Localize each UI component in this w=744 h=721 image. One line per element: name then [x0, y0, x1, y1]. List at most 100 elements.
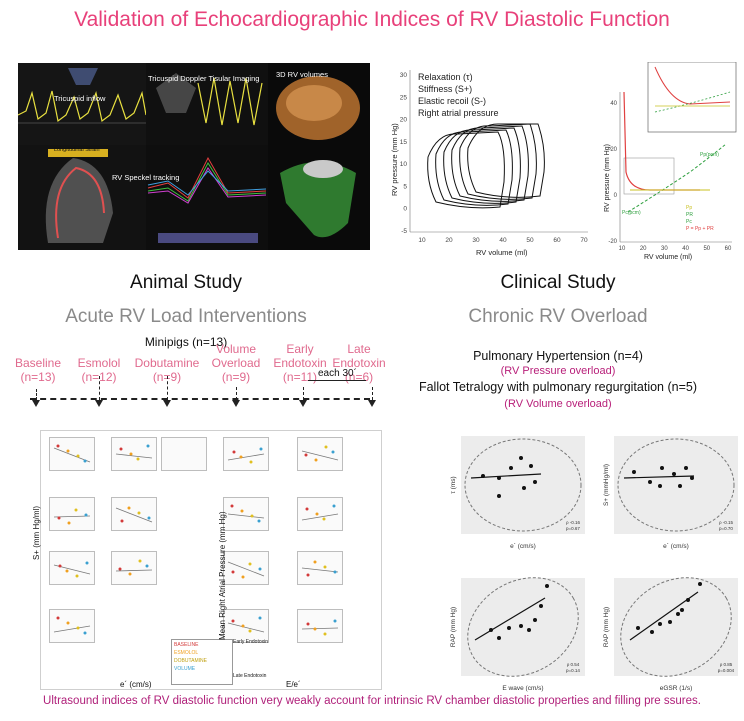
animal-right-xlabel: E/e´ [286, 680, 301, 689]
pv-model-xlabel: RV volume (ml) [644, 254, 692, 261]
animal-scatter-grid: BASELINE ESMOLOL DOBUTAMINE VOLUME Early… [40, 430, 382, 690]
animal-left-ylabel: S+ (mm Hg/ml) [32, 506, 41, 560]
data-point [529, 464, 533, 468]
data-point [519, 456, 523, 460]
regression-line [623, 475, 695, 479]
data-point [658, 622, 662, 626]
clinical-stat-p: p=0.67 [566, 526, 580, 531]
clinical-stat-p: p=0.14 [566, 668, 580, 673]
arrow-early-endotoxin [299, 387, 307, 407]
pv-yticks-label: 25 [400, 94, 408, 101]
echo-artwork [18, 63, 370, 250]
regression-line [474, 597, 546, 641]
data-point [676, 612, 680, 616]
data-point [658, 484, 662, 488]
pv-model-chart: 40 20 0 -20 10 20 30 40 50 60 RV pressure (mm Hg… [604, 62, 737, 261]
data-point [672, 472, 676, 476]
arrow-volume [232, 387, 240, 407]
pm-xticks-label: 40 [682, 246, 689, 252]
data-point [527, 628, 531, 632]
pv-xticks-label: 20 [445, 237, 453, 244]
data-point [539, 604, 543, 608]
data-point [678, 484, 682, 488]
pv-loop-xlabel: RV volume (ml) [476, 248, 528, 257]
clinical-heading: Clinical Study [500, 272, 616, 293]
data-point [545, 584, 549, 588]
data-point [686, 598, 690, 602]
clinical-stat-rho: ρ 0.85 [720, 662, 733, 667]
data-point [497, 476, 501, 480]
mini-scatter-plot [49, 551, 95, 585]
arrow-dobutamine [163, 376, 171, 407]
step-early-endotoxin: Early Endotoxin (n=11) [273, 342, 327, 384]
clinical-scatter-3: RAP (mm Hg) E wave (cm/s) ρ 0.54 p=0.14 [447, 574, 587, 701]
data-point [519, 624, 523, 628]
pv-yticks-label: 30 [400, 72, 408, 79]
pv-yticks-label: 10 [400, 161, 408, 168]
clinical-stat-rho: ρ -0.15 [719, 520, 734, 525]
step-volume-overload: Volume Overload (n=9) [211, 342, 261, 384]
clinical-ylabel: τ (ms) [450, 476, 457, 493]
clinical-ft: Fallot Tetralogy with pulmonary regurgit… [418, 380, 698, 394]
pv-yticks-label: 15 [400, 139, 408, 146]
pv-xticks-label: 60 [553, 237, 561, 244]
pm-xticks-label: 20 [640, 246, 647, 252]
clinical-scatter-1: τ (ms) e´ (cm/s) ρ -0.16 p=0.67 [447, 432, 587, 559]
mini-scatter-plot [49, 437, 95, 471]
data-point [497, 636, 501, 640]
mini-scatter-plot [297, 497, 343, 531]
arrow-baseline [32, 389, 40, 407]
step-dobutamine: Dobutamine (n=9) [134, 356, 200, 384]
pv-model-annot-pp: Pp(pcm) [700, 152, 719, 158]
pv-loop-ylabel: RV pressure (mm Hg) [390, 123, 399, 196]
echo-label-3d: 3D RV volumes [276, 70, 328, 79]
clinical-stat-rho: ρ 0.54 [567, 662, 580, 667]
data-point [660, 466, 664, 470]
clinical-ylabel: RAP (mm Hg) [450, 607, 457, 647]
mini-scatter-plot [223, 437, 269, 471]
animal-subheading: Acute RV Load Interventions [65, 306, 307, 327]
pm-xticks-label: 60 [725, 246, 732, 252]
legend-volume: VOLUME [174, 666, 196, 672]
mini-scatter-plot [161, 437, 207, 471]
animal-legend-2: Early Endotoxin Late Endotoxin [233, 639, 283, 679]
pv-model-legend-2: PR [686, 212, 693, 218]
clinical-ph: Pulmonary Hypertension (n=4) [473, 349, 643, 363]
pv-yticks-label: 5 [403, 183, 407, 190]
clinical-scatter-4: RAP (mm Hg) eGSR (1/s) ρ 0.85 p=0.004 [600, 574, 740, 701]
pm-xticks-label: 30 [661, 246, 668, 252]
pv-yticks-label: 0 [403, 206, 407, 213]
data-point [668, 620, 672, 624]
data-point [684, 466, 688, 470]
data-point [533, 480, 537, 484]
pm-yticks: 40 20 0 -20 [608, 101, 617, 245]
data-point [533, 618, 537, 622]
mini-scatter-plot [111, 497, 157, 531]
animal-left-xlabel: e´ (cm/s) [120, 680, 152, 689]
data-point [509, 466, 513, 470]
pv-xticks-label: 30 [472, 237, 480, 244]
arrow-late-endotoxin [368, 387, 376, 407]
data-point [632, 470, 636, 474]
echo-label-speckle: RV Speckel tracking [112, 173, 180, 182]
pv-xticks-label: 10 [418, 237, 426, 244]
pv-xticks-label: 70 [580, 237, 588, 244]
data-point [522, 486, 526, 490]
animal-species: Minipigs (n=13) [144, 335, 228, 349]
pv-model-ylabel: RV pressure (mm Hg) [604, 144, 611, 212]
step-baseline: Baseline (n=13) [14, 356, 62, 384]
mini-scatter-plot [297, 437, 343, 471]
pm-yticks-label: -20 [608, 239, 617, 245]
pv-xticks-label: 50 [526, 237, 534, 244]
pv-loop-legend-3: Elastic recoil (S-) [418, 96, 486, 106]
mini-scatter-plot [223, 551, 269, 585]
clinical-stat-p: p=0.70 [719, 526, 733, 531]
pm-xticks-label: 10 [619, 246, 626, 252]
legend-baseline: BASELINE [174, 642, 199, 648]
clinical-xlabel: eGSR (1/s) [660, 685, 693, 692]
pv-yticks: 30 25 20 15 10 5 0 -5 [400, 72, 408, 235]
data-point [650, 630, 654, 634]
pv-loop-legend-2: Stiffness (S+) [418, 84, 472, 94]
clinical-stat-rho: ρ -0.16 [566, 520, 581, 525]
mini-scatter-plot [49, 497, 95, 531]
